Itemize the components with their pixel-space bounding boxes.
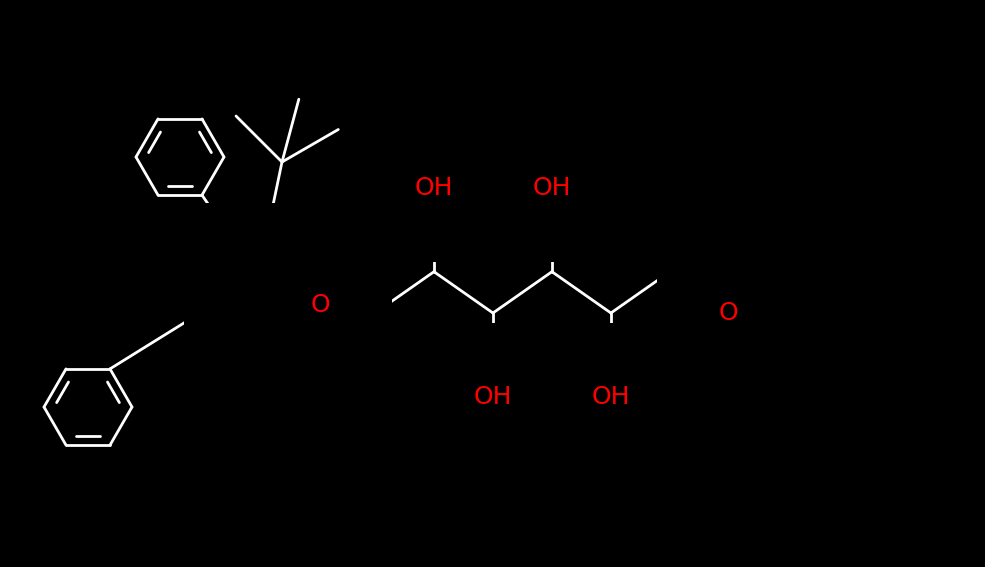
Text: OH: OH xyxy=(533,176,571,200)
Text: O: O xyxy=(310,293,330,317)
Text: OH: OH xyxy=(415,176,453,200)
Text: OH: OH xyxy=(474,385,512,409)
Text: O: O xyxy=(719,301,739,325)
Text: OH: OH xyxy=(592,385,630,409)
Text: Si: Si xyxy=(246,265,270,289)
